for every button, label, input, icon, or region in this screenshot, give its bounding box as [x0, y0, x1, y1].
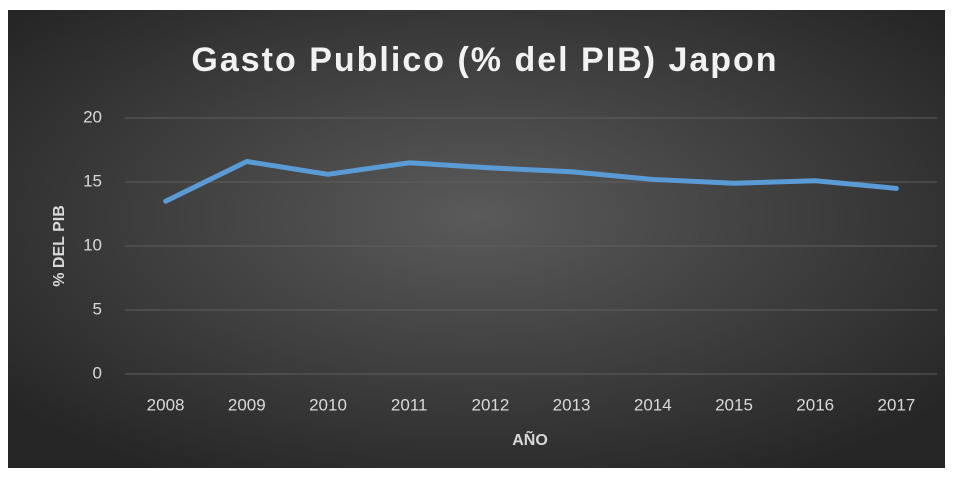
x-tick-label: 2009 — [228, 395, 266, 414]
x-tick-label: 2017 — [877, 395, 915, 414]
y-tick-label: 0 — [93, 363, 102, 382]
y-axis-label: % DEL PIB — [51, 205, 68, 287]
x-tick-label: 2010 — [309, 395, 347, 414]
x-tick-label: 2008 — [147, 395, 185, 414]
x-tick-label: 2015 — [715, 395, 753, 414]
x-tick-label: 2013 — [553, 395, 591, 414]
data-line — [163, 159, 899, 204]
x-axis-label: AÑO — [512, 429, 548, 449]
x-tick-label: 2012 — [471, 395, 509, 414]
y-tick-label: 10 — [83, 235, 102, 254]
x-tick-label: 2014 — [634, 395, 672, 414]
y-tick-label: 5 — [93, 299, 102, 318]
x-tick-label: 2016 — [796, 395, 834, 414]
y-tick-label: 15 — [83, 171, 102, 190]
chart-background — [8, 10, 945, 468]
chart-title: Gasto Publico (% del PIB) Japon — [191, 41, 778, 79]
y-tick-label: 20 — [83, 107, 102, 126]
x-tick-label: 2011 — [391, 395, 428, 414]
